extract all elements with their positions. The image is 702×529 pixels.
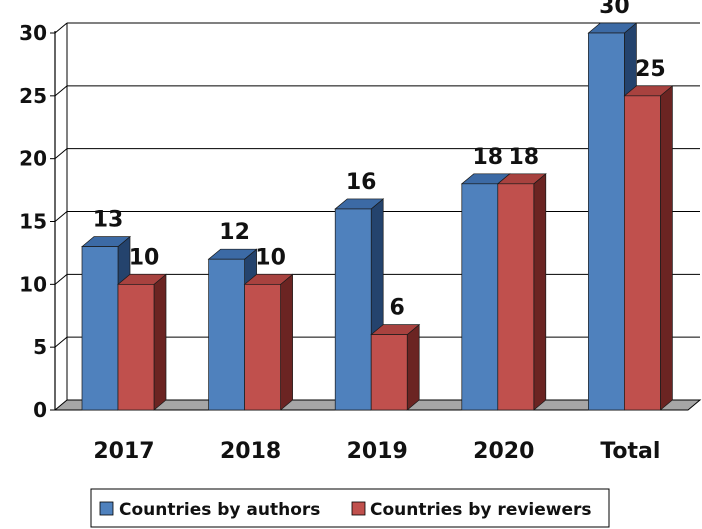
legend-label-reviewers: Countries by reviewers [370, 500, 592, 520]
y-tick-label: 15 [19, 210, 47, 234]
bar-reviewers-total [623, 85, 674, 411]
data-label: 12 [219, 220, 250, 245]
data-label: 10 [255, 245, 286, 270]
gridline-edge [54, 85, 68, 97]
x-tick-label: 2019 [347, 439, 408, 464]
data-label: 25 [635, 57, 666, 82]
legend-swatch-reviewers [351, 501, 366, 516]
data-label: 10 [129, 245, 160, 270]
bars [81, 22, 674, 411]
gridline-edge [54, 22, 68, 34]
y-tick-label: 10 [19, 272, 47, 296]
x-tick-labels: 2017 2018 2019 2020 Total [93, 439, 660, 464]
y-tick-labels: 0 5 10 15 20 25 30 [19, 21, 47, 422]
bar-reviewers-2018 [243, 273, 294, 411]
gridline-edge [54, 273, 68, 285]
data-label: 13 [93, 208, 124, 233]
y-tick-label: 0 [33, 398, 47, 422]
data-label: 18 [472, 145, 503, 170]
bar-reviewers-2020 [496, 173, 547, 411]
data-label: 30 [599, 0, 630, 19]
gridline-edge [54, 336, 68, 348]
gridline-edge [54, 148, 68, 160]
bar-reviewers-2019 [370, 323, 421, 411]
data-label: 16 [346, 170, 377, 195]
legend-frame [90, 488, 610, 528]
data-label: 18 [508, 145, 539, 170]
y-tick-label: 5 [33, 335, 47, 359]
legend-swatch-authors [99, 501, 114, 516]
x-tick-label: 2017 [93, 439, 154, 464]
bar-reviewers-2017 [117, 273, 167, 411]
y-tick-label: 20 [19, 147, 47, 171]
legend: Countries by authors Countries by review… [90, 488, 610, 528]
x-tick-label: Total [600, 439, 660, 464]
legend-label-authors: Countries by authors [119, 500, 320, 520]
y-tick-label: 25 [19, 84, 47, 108]
x-tick-label: 2018 [220, 439, 281, 464]
y-axis [50, 31, 56, 411]
gridline-edge [54, 211, 68, 222]
x-tick-label: 2020 [473, 439, 534, 464]
y-tick-label: 30 [19, 21, 47, 45]
data-label: 6 [390, 296, 405, 321]
